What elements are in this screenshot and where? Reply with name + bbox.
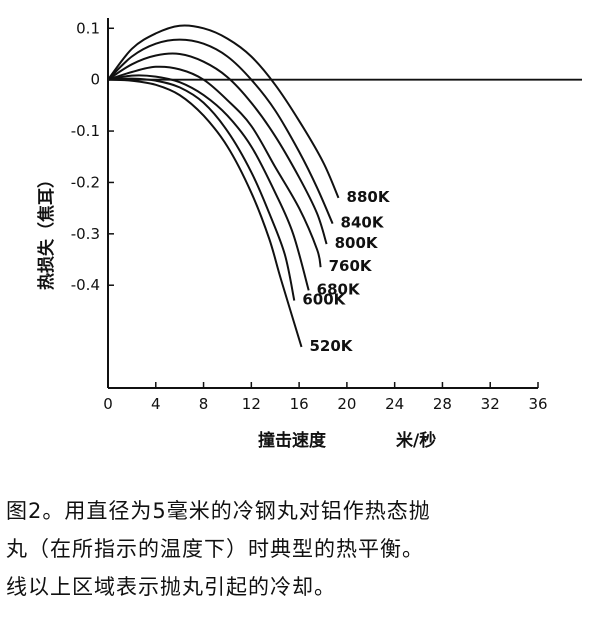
y-tick-label: -0.2 <box>71 173 100 191</box>
curve-label-840k: 840K <box>341 214 385 232</box>
curve-label-760k: 760K <box>329 257 373 275</box>
curve-760k <box>107 65 322 268</box>
x-axis-title: 撞击速度 <box>258 430 327 451</box>
curve-880k <box>107 24 340 199</box>
x-tick-label: 4 <box>151 395 161 413</box>
caption-line-1: 图2。用直径为5毫米的冷钢丸对铝作热态抛 <box>6 499 431 523</box>
curve-label-800k: 800K <box>335 234 379 252</box>
y-axis-title: 热损失（焦耳） <box>36 171 57 290</box>
curve-label-880k: 880K <box>347 188 391 206</box>
x-tick-label: 16 <box>290 395 309 413</box>
curve-840k <box>107 38 334 224</box>
y-tick-label: 0.1 <box>76 19 100 37</box>
caption-line-2: 丸（在所指示的温度下）时典型的热平衡。 <box>6 537 424 561</box>
chart-curves <box>107 24 340 348</box>
x-tick-label: 36 <box>528 395 547 413</box>
caption-line-3: 线以上区域表示抛丸引起的冷却。 <box>6 575 336 599</box>
chart-axes: 0 4 8 12 16 20 24 28 32 36 0.1 0 -0.1 -0.2 -0.3 -0.4 <box>71 18 582 413</box>
curve-680k <box>107 74 310 291</box>
curve-600k <box>107 77 296 301</box>
curve-label-600k: 600K <box>302 291 346 309</box>
x-tick-label: 8 <box>199 395 209 413</box>
x-tick-label: 24 <box>385 395 404 413</box>
x-tick-label: 28 <box>433 395 452 413</box>
x-tick-label: 32 <box>481 395 500 413</box>
curve-label-520k: 520K <box>310 337 354 355</box>
figure-caption: 图2。用直径为5毫米的冷钢丸对铝作热态抛 丸（在所指示的温度下）时典型的热平衡。… <box>6 492 596 606</box>
curve-label-680k: 680K <box>317 280 361 298</box>
x-axis-unit: 米/秒 <box>396 430 436 451</box>
x-tick-label: 12 <box>242 395 261 413</box>
x-tick-label: 0 <box>103 395 113 413</box>
y-tick-label: -0.1 <box>71 122 100 140</box>
heat-balance-chart: 0 4 8 12 16 20 24 28 32 36 0.1 0 -0.1 -0.2 -0.3 -0.4 88… <box>36 18 582 451</box>
y-tick-label: -0.4 <box>71 276 100 294</box>
curve-800k <box>107 52 328 245</box>
curve-520k <box>107 78 303 348</box>
y-tick-label: 0 <box>90 71 100 89</box>
x-tick-label: 20 <box>337 395 356 413</box>
y-tick-label: -0.3 <box>71 225 100 243</box>
